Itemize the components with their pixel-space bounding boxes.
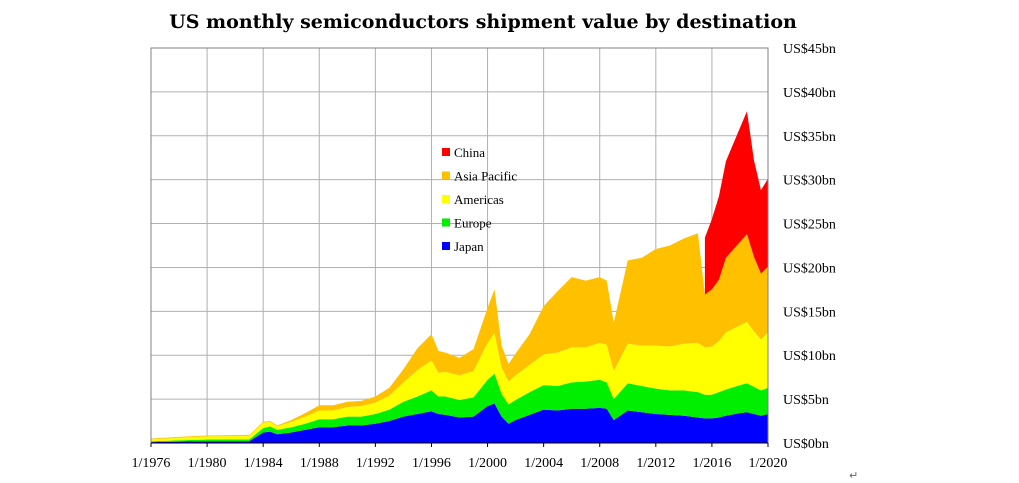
area-europe [151,373,768,443]
legend-label-china: China [454,145,485,160]
return-mark: ↵ [849,469,858,482]
chart-title: US monthly semiconductors shipment value… [169,11,797,33]
y-tick-label-6: US$30bn [783,174,836,189]
y-tick-label-3: US$15bn [783,305,836,320]
x-tick-label-1: 1/1980 [188,456,227,471]
y-tick-label-9: US$45bn [783,42,836,57]
x-tick-label-4: 1/1992 [356,456,395,471]
x-tick-label-7: 1/2004 [524,456,563,471]
y-tick-label-7: US$35bn [783,130,836,145]
legend-label-asia-pacific: Asia Pacific [454,169,517,184]
y-tick-label-5: US$25bn [783,218,836,233]
area-americas [151,321,768,442]
y-tick-label-4: US$20bn [783,261,836,276]
plot-frame [150,47,769,444]
y-tick-label-1: US$5bn [783,393,829,408]
y-tick-label-0: US$0bn [783,437,829,452]
y-tick-label-2: US$10bn [783,349,836,364]
legend-label-americas: Americas [454,192,504,207]
legend-swatch-china [442,148,450,156]
area-china [704,111,768,295]
x-tick-label-2: 1/1984 [244,456,283,471]
x-tick-label-0: 1/1976 [132,456,171,471]
x-tick-label-5: 1/1996 [412,456,451,471]
legend-swatch-americas [442,195,450,203]
legend: China Asia Pacific Americas Europe Japan [442,145,517,254]
legend-label-europe: Europe [454,216,492,231]
x-axis-ticks: 1/1976 1/1980 1/1984 1/1988 1/1992 1/1996 1/20… [132,443,788,471]
legend-swatch-asia-pacific [442,171,450,180]
area-asia-pacific [151,233,768,440]
y-axis-ticks: US$0bn US$5bn US$10bn US$15bn US$20bn US$25bn… [783,42,836,452]
legend-swatch-europe [442,218,450,227]
y-tick-label-8: US$40bn [783,86,836,101]
x-tick-label-10: 1/2016 [692,456,731,471]
stacked-areas [151,111,768,443]
x-tick-label-9: 1/2012 [636,456,675,471]
area-japan [151,403,768,443]
legend-label-japan: Japan [454,239,484,254]
x-tick-label-3: 1/1988 [300,456,339,471]
x-tick-label-11: 1/2020 [749,456,788,471]
legend-swatch-japan [442,242,450,250]
x-tick-label-8: 1/2008 [580,456,619,471]
x-tick-label-6: 1/2000 [468,456,507,471]
